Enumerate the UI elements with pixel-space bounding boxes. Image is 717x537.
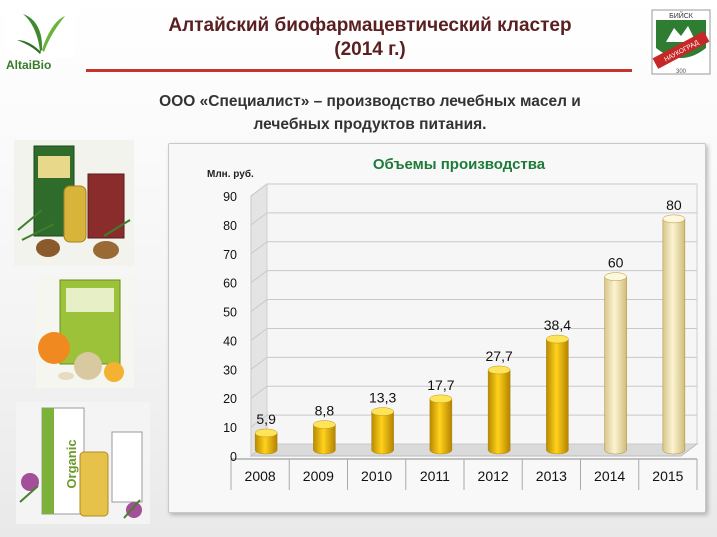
chart-grid — [230, 183, 699, 490]
bar-body — [546, 338, 569, 455]
x-tick-label: 2013 — [536, 468, 567, 484]
bar-2011 — [429, 394, 453, 455]
title-line-1: Алтайский биофармацевтический кластер — [168, 15, 572, 36]
bar-body — [604, 276, 627, 455]
data-label: 5,9 — [256, 411, 276, 427]
chart-labels: 0 10 20 30 40 50 60 70 80 90 5,9 2008 8,8 2009 13,3 201… — [223, 190, 684, 484]
gridline — [250, 241, 697, 255]
x-tick-label: 2009 — [303, 468, 334, 484]
biysk-naukograd-logo: БИЙСК НАУКОГРАД 300 — [648, 8, 714, 78]
gridline — [250, 327, 697, 341]
gridline — [250, 270, 697, 284]
bar-top — [546, 334, 569, 344]
title-line-2: (2014 г.) — [334, 39, 406, 60]
title-divider — [86, 69, 632, 72]
y-tick-label: 30 — [223, 363, 237, 377]
altaibio-leaf-icon — [5, 6, 75, 58]
altaibio-logo — [3, 4, 77, 80]
data-label: 8,8 — [315, 403, 335, 419]
organic-brand-text: Organic — [64, 439, 79, 488]
bar-body — [662, 218, 686, 455]
x-tick-label: 2015 — [652, 468, 683, 484]
altaibio-logo-text: AltaiBio — [6, 58, 52, 72]
bar-top — [662, 214, 686, 224]
production-chart: Объемы производства Млн. руб. 0 10 20 30 40 5… — [168, 143, 706, 513]
data-label: 17,7 — [427, 377, 454, 393]
emblem-city-name: БИЙСК — [669, 11, 694, 20]
bar-2014 — [604, 272, 627, 455]
y-tick-label: 90 — [223, 190, 237, 204]
gridline — [250, 299, 697, 312]
x-tick-label: 2012 — [478, 468, 509, 484]
chart-svg: Объемы производства Млн. руб. 0 10 20 30 40 5… — [207, 156, 699, 490]
gridline — [250, 183, 697, 197]
x-tick-label: 2010 — [361, 468, 392, 484]
bar-body — [254, 432, 278, 455]
bar-body — [313, 424, 336, 455]
y-axis-unit: Млн. руб. — [207, 168, 254, 180]
y-tick-label: 20 — [223, 392, 237, 406]
product-image-flour — [36, 276, 134, 388]
bar-body — [429, 398, 453, 455]
chart-title: Объемы производства — [373, 156, 546, 173]
bar-2015 — [662, 214, 686, 455]
data-label: 60 — [608, 255, 624, 271]
data-label: 13,3 — [369, 390, 396, 406]
y-tick-label: 80 — [223, 219, 237, 233]
product-image-cedar-oil — [14, 140, 134, 266]
y-tick-label: 70 — [223, 248, 237, 262]
bar-2012 — [487, 365, 511, 455]
bar-body — [487, 369, 511, 455]
subtitle-line-1: ООО «Специалист» – производство лечебных… — [159, 93, 581, 110]
gridline — [250, 212, 697, 226]
x-tick-label: 2008 — [245, 468, 276, 484]
city-emblem-icon: БИЙСК НАУКОГРАД 300 — [651, 9, 711, 75]
x-tick-label: 2014 — [594, 468, 625, 484]
bar-top — [487, 365, 511, 375]
bar-top — [429, 394, 453, 404]
company-subtitle: ООО «Специалист» – производство лечебных… — [80, 90, 660, 136]
x-tick-label: 2011 — [420, 468, 450, 484]
bar-2010 — [371, 407, 394, 455]
product-image-organic-oil: Organic — [16, 402, 150, 524]
bar-2008 — [254, 428, 278, 455]
subtitle-line-2: лечебных продуктов питания. — [253, 116, 487, 133]
data-label: 80 — [666, 197, 682, 213]
y-tick-label: 10 — [223, 421, 237, 435]
bar-top — [604, 272, 627, 281]
chart-bars — [254, 214, 686, 455]
page-title: Алтайский биофармацевтический кластер (2… — [90, 14, 650, 62]
data-label: 38,4 — [544, 317, 571, 333]
y-tick-label: 50 — [223, 306, 237, 320]
y-tick-label: 40 — [223, 334, 237, 348]
emblem-small-text: 300 — [676, 69, 687, 75]
y-tick-label: 60 — [223, 277, 237, 291]
y-tick-label: 0 — [230, 450, 237, 464]
bar-2009 — [313, 420, 336, 455]
bar-2013 — [546, 334, 569, 455]
bar-top — [371, 407, 394, 416]
bar-top — [254, 428, 278, 438]
data-label: 27,7 — [486, 348, 513, 364]
bar-body — [371, 411, 394, 455]
bar-top — [313, 420, 336, 429]
